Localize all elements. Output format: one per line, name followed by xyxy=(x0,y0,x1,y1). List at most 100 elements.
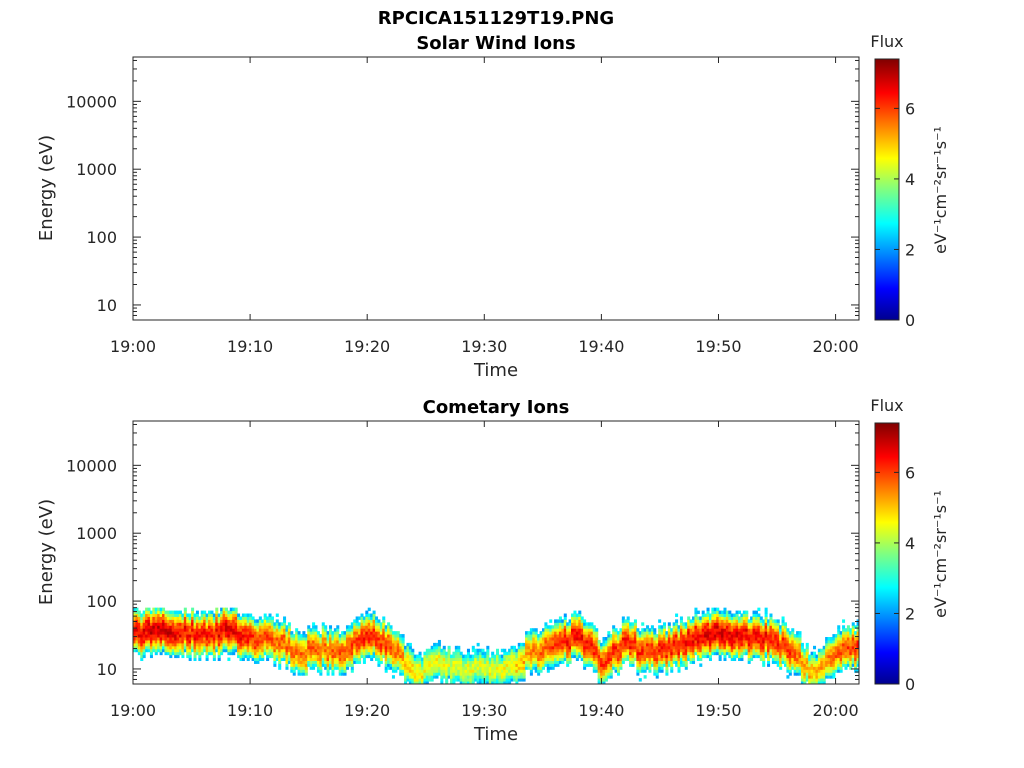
cometary-heat-cell xyxy=(312,639,316,644)
solar-wind-xtick-label: 19:20 xyxy=(344,337,390,356)
cometary-heat-cell xyxy=(411,663,415,667)
cometary-heat-cell xyxy=(684,637,688,641)
cometary-heat-cell xyxy=(546,663,550,667)
cometary-heat-cell xyxy=(425,666,429,670)
cometary-heat-cell xyxy=(258,634,262,638)
cometary-heat-cell xyxy=(786,645,790,650)
cometary-heat-cell xyxy=(430,675,434,679)
cometary-heat-cell xyxy=(440,681,444,684)
cometary-heat-cell xyxy=(430,660,434,664)
cometary-heat-cell xyxy=(440,678,444,682)
solar-wind-xlabel: Time xyxy=(473,360,518,381)
cometary-heat-cell xyxy=(781,637,785,641)
cometary-heat-cell xyxy=(324,625,328,629)
cometary-heat-cell xyxy=(653,639,657,644)
cometary-heat-cell xyxy=(735,654,739,659)
cometary-heat-cell xyxy=(270,639,274,644)
cometary-heat-cell xyxy=(232,651,236,656)
cometary-heat-cell xyxy=(779,657,783,662)
cometary-heat-cell xyxy=(723,607,727,612)
cometary-heat-cell xyxy=(558,648,562,653)
cometary-heat-cell xyxy=(493,669,497,673)
cometary-heat-cell xyxy=(314,660,318,664)
cometary-heat-cell xyxy=(420,660,424,664)
cometary-heat-cell xyxy=(481,654,485,659)
cometary-heat-cell xyxy=(408,654,412,659)
cometary-heat-cell xyxy=(800,657,804,662)
cometary-heat-cell xyxy=(469,678,473,682)
cometary-heat-cell xyxy=(193,619,197,623)
cometary-heat-cell xyxy=(723,651,727,656)
cometary-heat-cell xyxy=(350,669,354,673)
cometary-heat-cell xyxy=(171,613,175,617)
cometary-heat-cell xyxy=(295,648,299,653)
cometary-heat-cell xyxy=(348,654,352,659)
cometary-heat-cell xyxy=(350,628,354,632)
cometary-heat-cell xyxy=(619,637,623,641)
cometary-heat-cell xyxy=(725,610,729,615)
cometary-heat-cell xyxy=(341,660,345,664)
cometary-heat-cell xyxy=(203,613,207,617)
cometary-heat-cell xyxy=(191,613,195,617)
cometary-heat-cell xyxy=(633,631,637,635)
cometary-heat-cell xyxy=(326,639,330,644)
cometary-heat-cell xyxy=(275,654,279,659)
cometary-heat-cell xyxy=(152,637,156,641)
cometary-heat-cell xyxy=(658,625,662,629)
cometary-heat-cell xyxy=(561,645,565,650)
cometary-heat-cell xyxy=(217,622,221,626)
cometary-heat-cell xyxy=(215,648,219,653)
cometary-heat-cell xyxy=(800,666,804,670)
cometary-heat-cell xyxy=(549,637,553,641)
cometary-heat-cell xyxy=(541,634,545,638)
cometary-heat-cell xyxy=(249,637,253,641)
cometary-heat-cell xyxy=(849,631,853,635)
cometary-heat-cell xyxy=(379,631,383,635)
cometary-heat-cell xyxy=(699,616,703,620)
cometary-heat-cell xyxy=(285,654,289,659)
cometary-heat-cell xyxy=(350,631,354,635)
cometary-heat-cell xyxy=(302,663,306,667)
cometary-heat-cell xyxy=(258,622,262,626)
cometary-heat-cell xyxy=(500,666,504,670)
cometary-heat-cell xyxy=(241,616,245,620)
cometary-heat-cell xyxy=(834,637,838,641)
cometary-heat-cell xyxy=(648,631,652,635)
cometary-heat-cell xyxy=(423,654,427,659)
cometary-heat-cell xyxy=(612,634,616,638)
cometary-heat-cell xyxy=(699,628,703,632)
cometary-heat-cell xyxy=(757,654,761,659)
cometary-heat-cell xyxy=(503,675,507,679)
cometary-heat-cell xyxy=(813,678,817,682)
cometary-heat-cell xyxy=(738,645,742,650)
cometary-heat-cell xyxy=(147,625,151,629)
cometary-heat-cell xyxy=(539,669,543,673)
cometary-heat-cell xyxy=(742,610,746,615)
cometary-heat-cell xyxy=(783,651,787,656)
cometary-heat-cell xyxy=(321,622,325,626)
cometary-heat-cell xyxy=(851,625,855,629)
cometary-heat-cell xyxy=(614,669,618,673)
cometary-heat-cell xyxy=(558,657,562,662)
cometary-heat-cell xyxy=(529,637,533,641)
cometary-heat-cell xyxy=(157,639,161,644)
cometary-heat-cell xyxy=(232,634,236,638)
cometary-heat-cell xyxy=(595,637,599,641)
cometary-heat-cell xyxy=(621,634,625,638)
cometary-heat-cell xyxy=(200,648,204,653)
cometary-heat-cell xyxy=(631,660,635,664)
cometary-heat-cell xyxy=(287,639,291,644)
cometary-heat-cell xyxy=(285,666,289,670)
cometary-heat-cell xyxy=(604,657,608,662)
cometary-heat-cell xyxy=(696,631,700,635)
cometary-heat-cell xyxy=(646,639,650,644)
cometary-heat-cell xyxy=(849,645,853,650)
cometary-heat-cell xyxy=(713,648,717,653)
cometary-heat-cell xyxy=(404,666,408,670)
cometary-heat-cell xyxy=(149,651,153,656)
cometary-heat-cell xyxy=(355,631,359,635)
cometary-heat-cell xyxy=(244,616,248,620)
cometary-heat-cell xyxy=(602,648,606,653)
cometary-heat-cell xyxy=(844,642,848,647)
cometary-heat-cell xyxy=(580,639,584,644)
